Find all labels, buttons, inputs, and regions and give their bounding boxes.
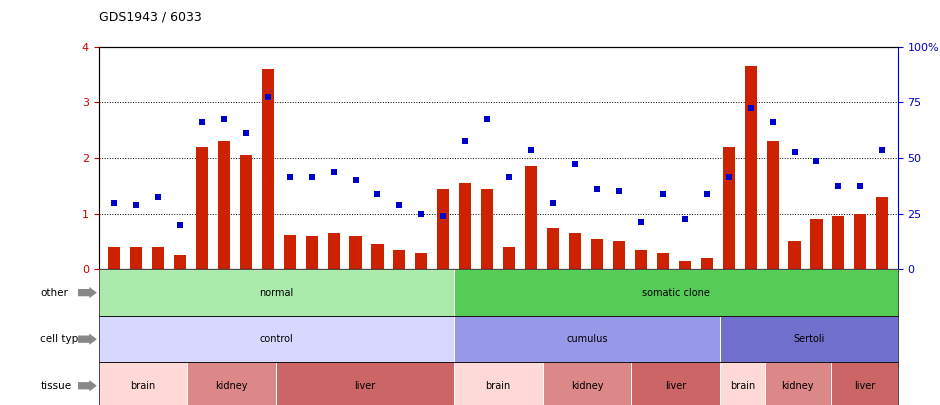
Point xyxy=(611,188,626,195)
Point xyxy=(129,202,144,209)
Point xyxy=(370,191,385,197)
Bar xyxy=(327,233,339,269)
Point xyxy=(744,104,759,111)
Point xyxy=(216,116,231,122)
Point xyxy=(809,158,824,164)
Bar xyxy=(766,141,778,269)
Bar xyxy=(876,197,888,269)
Bar xyxy=(634,250,647,269)
Bar xyxy=(679,261,691,269)
Bar xyxy=(591,239,603,269)
Text: brain: brain xyxy=(131,381,156,391)
Text: brain: brain xyxy=(729,381,755,391)
Text: cumulus: cumulus xyxy=(566,334,608,344)
Bar xyxy=(415,253,428,269)
Point xyxy=(765,119,780,125)
Point xyxy=(305,174,320,181)
Point xyxy=(545,199,560,206)
Point xyxy=(392,202,407,209)
Text: somatic clone: somatic clone xyxy=(642,288,710,298)
Bar xyxy=(371,244,384,269)
Text: Sertoli: Sertoli xyxy=(793,334,824,344)
Bar xyxy=(525,166,537,269)
Point xyxy=(831,183,846,189)
Text: brain: brain xyxy=(486,381,510,391)
Bar xyxy=(613,241,625,269)
Bar xyxy=(744,66,757,269)
Point xyxy=(875,146,890,153)
Bar xyxy=(350,236,362,269)
Point xyxy=(524,146,539,153)
Point xyxy=(853,183,868,189)
Point xyxy=(502,174,517,181)
Point xyxy=(479,116,494,122)
Text: kidney: kidney xyxy=(215,381,248,391)
Bar xyxy=(833,216,844,269)
Point xyxy=(106,199,121,206)
Text: other: other xyxy=(40,288,69,298)
Point xyxy=(589,185,604,192)
Text: kidney: kidney xyxy=(571,381,603,391)
Point xyxy=(260,94,275,100)
Bar xyxy=(306,236,318,269)
Point xyxy=(238,130,253,136)
Point xyxy=(150,194,165,200)
Text: cell type: cell type xyxy=(40,334,85,344)
Point xyxy=(699,191,714,197)
Bar xyxy=(854,214,867,269)
Point xyxy=(655,191,670,197)
Point xyxy=(326,168,341,175)
Point xyxy=(677,216,692,222)
Point xyxy=(458,138,473,145)
Bar xyxy=(547,228,559,269)
Point xyxy=(282,174,297,181)
Bar xyxy=(174,256,186,269)
Bar xyxy=(261,69,274,269)
Bar xyxy=(657,253,669,269)
Bar xyxy=(460,183,471,269)
Bar xyxy=(810,219,822,269)
Bar xyxy=(789,241,801,269)
Point xyxy=(348,177,363,183)
Bar xyxy=(569,233,581,269)
Point xyxy=(436,213,451,220)
Text: GDS1943 / 6033: GDS1943 / 6033 xyxy=(99,10,201,23)
Point xyxy=(414,211,429,217)
Bar xyxy=(240,155,252,269)
Point xyxy=(568,160,583,167)
Bar xyxy=(108,247,120,269)
Bar xyxy=(723,147,735,269)
Text: liver: liver xyxy=(666,381,686,391)
Bar xyxy=(196,147,208,269)
Bar xyxy=(481,189,494,269)
Text: kidney: kidney xyxy=(781,381,814,391)
Point xyxy=(195,119,210,125)
Point xyxy=(721,174,736,181)
Bar xyxy=(503,247,515,269)
Text: normal: normal xyxy=(259,288,293,298)
Bar xyxy=(284,235,296,269)
Bar xyxy=(218,141,230,269)
Bar xyxy=(130,247,142,269)
Bar xyxy=(152,247,164,269)
Bar xyxy=(700,258,713,269)
Text: liver: liver xyxy=(354,381,376,391)
Bar xyxy=(437,189,449,269)
Point xyxy=(172,222,187,228)
Point xyxy=(634,219,649,225)
Point xyxy=(787,149,802,156)
Text: control: control xyxy=(259,334,293,344)
Text: liver: liver xyxy=(854,381,875,391)
Text: tissue: tissue xyxy=(40,381,71,391)
Bar xyxy=(393,250,405,269)
